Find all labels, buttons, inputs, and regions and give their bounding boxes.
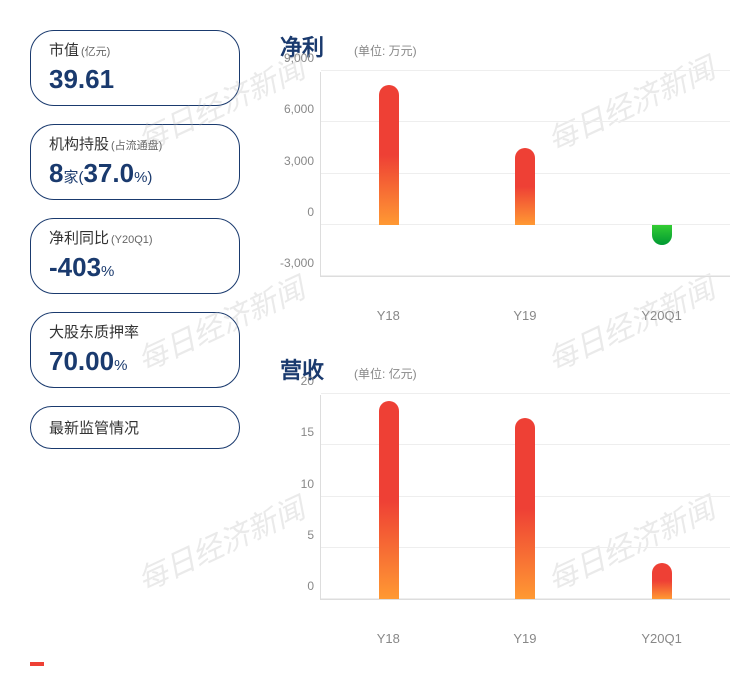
institution-value: 8家(37.0%) (49, 158, 221, 189)
regulation-label: 最新监管情况 (49, 417, 221, 438)
x-tick-label: Y19 (457, 631, 594, 646)
market-cap-value: 39.61 (49, 64, 221, 95)
y-tick-label: 5 (307, 528, 314, 542)
y-tick-label: 10 (301, 477, 314, 491)
value-pct: 37.0 (83, 158, 134, 188)
revenue-chart-block: 营收 (单位: 亿元) 0 5 10 15 20 Y18Y19Y20Q1 (270, 353, 730, 646)
bar-slot (321, 395, 457, 599)
x-tick-label: Y18 (320, 308, 457, 323)
red-tick-mark (30, 662, 44, 666)
gridline (321, 393, 730, 394)
value-main: -403 (49, 252, 101, 282)
revenue-chart-area: 05101520 (270, 395, 730, 625)
bar-slot (457, 395, 593, 599)
right-charts-panel: 净利 (单位: 万元) -3,00003,0006,0009,000 Y18Y1… (270, 30, 730, 676)
value-main: 8 (49, 158, 63, 188)
x-tick-label: Y20Q1 (593, 631, 730, 646)
y-tick-label: 3,000 (284, 154, 314, 168)
bar (652, 563, 672, 599)
market-cap-box: 市值 (亿元) 39.61 (30, 30, 240, 106)
regulation-box: 最新监管情况 (30, 406, 240, 449)
label-text: 大股东质押率 (49, 321, 139, 342)
bar (652, 225, 672, 246)
bar-slot (594, 72, 730, 276)
profit-chart-area: -3,00003,0006,0009,000 (270, 72, 730, 302)
x-tick-label: Y20Q1 (593, 308, 730, 323)
institution-box: 机构持股 (占流通盘) 8家(37.0%) (30, 124, 240, 200)
value-pct-unit: %) (134, 169, 152, 186)
institution-label: 机构持股 (占流通盘) (49, 133, 221, 154)
bar-slot (594, 395, 730, 599)
revenue-x-labels: Y18Y19Y20Q1 (320, 631, 730, 646)
revenue-chart-unit: (单位: 亿元) (354, 365, 417, 382)
sublabel-text: (Y20Q1) (111, 234, 153, 246)
y-tick-label: -3,000 (280, 256, 314, 270)
y-tick-label: 15 (301, 425, 314, 439)
bars-container (321, 72, 730, 276)
y-tick-label: 6,000 (284, 102, 314, 116)
revenue-y-axis: 05101520 (270, 395, 320, 600)
y-tick-label: 0 (307, 205, 314, 219)
label-text: 市值 (49, 39, 79, 60)
pledge-label: 大股东质押率 (49, 321, 221, 342)
pledge-value: 70.00% (49, 346, 221, 377)
y-tick-label: 9,000 (284, 51, 314, 65)
bars-container (321, 395, 730, 599)
profit-chart-unit: (单位: 万元) (354, 42, 417, 59)
bar (379, 401, 399, 599)
label-text: 净利同比 (49, 227, 109, 248)
left-stats-panel: 市值 (亿元) 39.61 机构持股 (占流通盘) 8家(37.0%) 净利同比… (30, 30, 240, 676)
bar-slot (457, 72, 593, 276)
y-tick-label: 20 (301, 374, 314, 388)
value-unit: 家( (63, 169, 83, 186)
y-tick-label: 0 (307, 579, 314, 593)
bar (379, 85, 399, 225)
value-unit: % (114, 357, 127, 374)
profit-x-labels: Y18Y19Y20Q1 (320, 308, 730, 323)
revenue-chart-header: 营收 (单位: 亿元) (270, 353, 730, 385)
x-tick-label: Y18 (320, 631, 457, 646)
value-unit: % (101, 263, 114, 280)
market-cap-label: 市值 (亿元) (49, 39, 221, 60)
profit-chart-header: 净利 (单位: 万元) (270, 30, 730, 62)
profit-yoy-value: -403% (49, 252, 221, 283)
label-text: 机构持股 (49, 133, 109, 154)
value-main: 70.00 (49, 346, 114, 376)
revenue-plot (320, 395, 730, 600)
profit-yoy-box: 净利同比 (Y20Q1) -403% (30, 218, 240, 294)
x-tick-label: Y19 (457, 308, 594, 323)
bar (515, 418, 535, 599)
gridline (321, 70, 730, 71)
profit-plot (320, 72, 730, 277)
sublabel-text: (占流通盘) (111, 137, 162, 153)
profit-yoy-label: 净利同比 (Y20Q1) (49, 227, 221, 248)
bar-slot (321, 72, 457, 276)
profit-y-axis: -3,00003,0006,0009,000 (270, 72, 320, 277)
main-container: 市值 (亿元) 39.61 机构持股 (占流通盘) 8家(37.0%) 净利同比… (0, 0, 750, 686)
bar (515, 148, 535, 225)
sublabel-text: (亿元) (81, 43, 110, 59)
profit-chart-block: 净利 (单位: 万元) -3,000 0 3,000 6,000 9,000 Y18Y1… (270, 30, 730, 323)
pledge-box: 大股东质押率 70.00% (30, 312, 240, 388)
